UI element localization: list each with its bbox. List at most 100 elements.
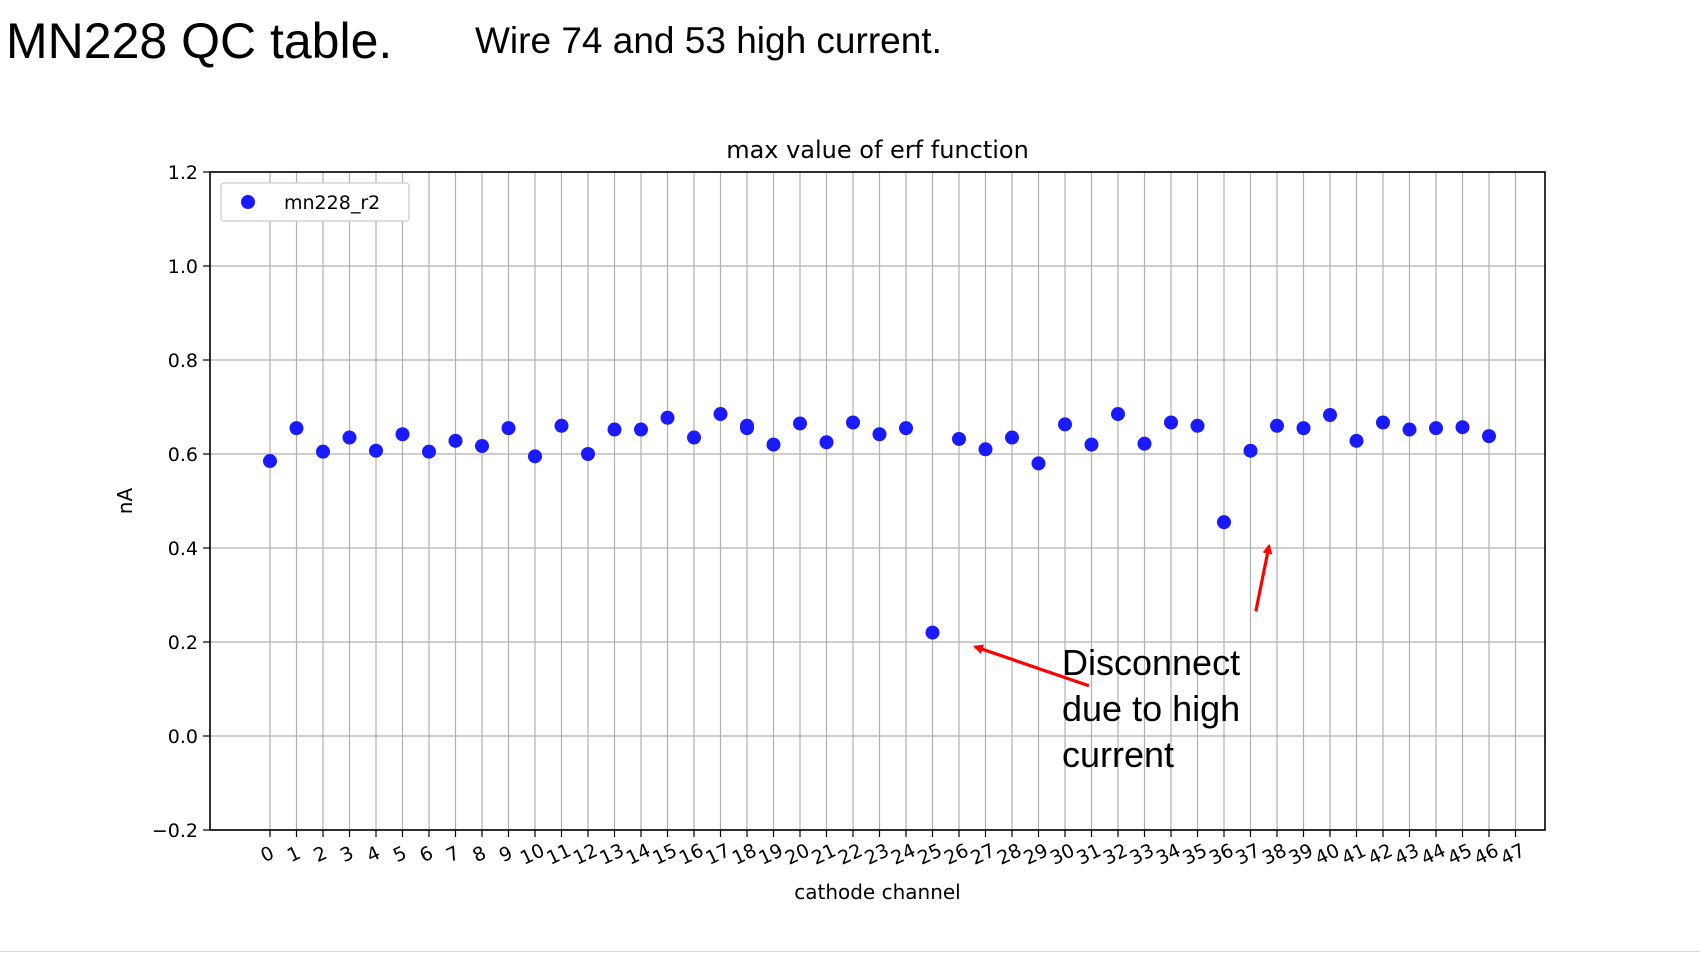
data-point <box>1376 415 1390 430</box>
x-axis: 0 1 2 3 4 5 6 7 8 9 101112131415161718192021222324… <box>257 830 1529 870</box>
x-tick-label: 47 <box>1497 839 1528 869</box>
x-tick-label: 28 <box>994 839 1025 869</box>
data-point <box>1031 456 1046 471</box>
x-tick-label: 20 <box>782 839 813 869</box>
x-tick-label: 16 <box>676 839 707 869</box>
data-point <box>316 444 330 459</box>
data-point <box>952 431 966 446</box>
x-tick-label: 30 <box>1047 839 1078 869</box>
data-point <box>1323 407 1337 422</box>
data-point <box>607 422 622 437</box>
y-tick-label: 0.4 <box>168 538 198 560</box>
data-point <box>1005 430 1019 445</box>
legend-marker <box>241 195 255 209</box>
x-tick-label: 32 <box>1100 839 1131 869</box>
annotation-arrow <box>1254 543 1273 612</box>
data-point <box>687 430 701 445</box>
x-tick-label: 12 <box>570 839 601 869</box>
x-tick-label: 33 <box>1126 839 1157 869</box>
x-tick-label: 3 <box>337 842 357 867</box>
x-tick-label: 13 <box>596 839 627 869</box>
data-point <box>1084 437 1099 452</box>
legend-box <box>220 182 410 222</box>
chart-title: max value of erf function <box>726 136 1029 164</box>
x-axis-label: cathode channel <box>794 880 961 904</box>
x-tick-label: 34 <box>1153 839 1184 869</box>
data-point <box>1296 421 1311 436</box>
y-axis-label: nA <box>113 488 137 515</box>
x-tick-label: 45 <box>1444 839 1475 869</box>
data-point <box>369 443 383 458</box>
data-point <box>819 435 834 450</box>
x-tick-label: 42 <box>1365 839 1396 869</box>
x-tick-label: 44 <box>1418 839 1449 869</box>
y-tick-label: 1.2 <box>168 162 198 184</box>
data-point <box>1137 436 1152 451</box>
data-point <box>1455 420 1470 435</box>
data-point <box>713 407 728 422</box>
data-point <box>1270 418 1284 433</box>
data-point <box>501 421 516 436</box>
x-tick-label: 19 <box>755 839 786 869</box>
data-point <box>422 444 436 459</box>
legend: mn228_r2 <box>220 182 410 222</box>
x-tick-label: 39 <box>1285 839 1316 869</box>
data-point <box>1164 415 1178 430</box>
data-point <box>475 439 489 454</box>
x-tick-label: 15 <box>649 839 680 869</box>
y-tick-label: 1.0 <box>168 256 198 278</box>
x-tick-label: 29 <box>1020 839 1051 869</box>
x-tick-label: 22 <box>835 839 866 869</box>
x-tick-label: 6 <box>416 842 436 867</box>
data-point <box>263 454 277 469</box>
x-tick-label: 38 <box>1259 839 1290 869</box>
x-tick-label: 35 <box>1179 839 1210 869</box>
data-point <box>872 427 887 442</box>
x-tick-label: 46 <box>1471 839 1502 869</box>
data-point <box>1402 422 1417 437</box>
y-tick-label: 0.0 <box>168 726 198 748</box>
y-tick-label: 0.8 <box>168 350 198 372</box>
slide-footer-divider <box>0 951 1700 952</box>
slide-title: MN228 QC table. <box>6 13 393 69</box>
x-tick-label: 2 <box>310 842 330 867</box>
data-point <box>395 427 410 442</box>
y-tick-label: 0.6 <box>168 444 198 466</box>
data-point <box>1217 515 1231 530</box>
y-axis: −0.2 0.0 0.2 0.4 0.6 0.8 1.0 1.2 <box>152 162 210 842</box>
x-tick-label: 43 <box>1391 839 1422 869</box>
x-tick-label: 21 <box>808 839 839 869</box>
data-point <box>448 433 463 448</box>
x-tick-label: 4 <box>363 842 383 867</box>
data-point <box>634 422 648 437</box>
data-point <box>342 430 357 445</box>
x-tick-label: 10 <box>517 839 548 869</box>
x-tick-label: 26 <box>941 839 972 869</box>
data-point <box>1349 433 1364 448</box>
data-point <box>1058 417 1072 432</box>
data-point <box>1111 407 1125 422</box>
data-point <box>978 442 993 457</box>
data-point <box>581 447 595 461</box>
x-tick-label: 1 <box>284 842 304 867</box>
x-tick-label: 0 <box>257 842 277 867</box>
data-point <box>1190 418 1205 433</box>
annotation-text-line: current <box>1062 734 1174 775</box>
x-tick-label: 23 <box>861 839 892 869</box>
x-tick-label: 40 <box>1312 839 1343 869</box>
x-tick-label: 8 <box>469 842 489 867</box>
data-point <box>1482 429 1496 444</box>
y-tick-label: −0.2 <box>152 820 198 842</box>
x-tick-label: 41 <box>1338 839 1369 869</box>
data-point <box>289 421 304 436</box>
x-tick-label: 18 <box>729 839 760 869</box>
x-tick-label: 14 <box>623 839 654 869</box>
x-tick-label: 36 <box>1206 839 1237 869</box>
data-point <box>766 437 781 452</box>
x-tick-label: 11 <box>543 839 574 869</box>
data-point <box>554 418 569 433</box>
x-tick-label: 27 <box>967 839 998 869</box>
x-tick-label: 31 <box>1073 839 1104 869</box>
data-point <box>793 416 807 431</box>
data-point <box>925 625 940 640</box>
